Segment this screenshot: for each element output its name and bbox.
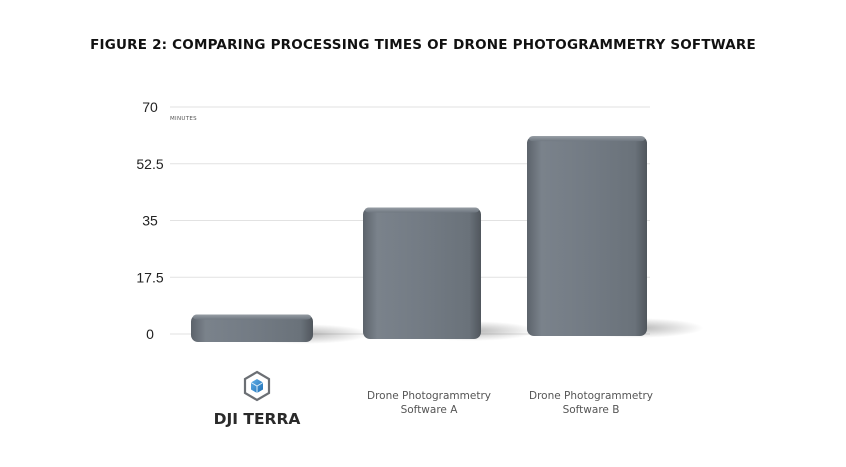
- bar-body: [191, 314, 313, 342]
- bars: [191, 136, 704, 344]
- x-category-label: DJI TERRA: [214, 410, 301, 428]
- x-category-label: Drone Photogrammetry: [367, 390, 491, 402]
- chart-title: FIGURE 2: COMPARING PROCESSING TIMES OF …: [90, 37, 756, 53]
- y-axis: 0 17.5 35 52.5 70: [136, 99, 163, 342]
- x-axis: DJI TERRA Drone Photogrammetry Software A D…: [214, 370, 653, 428]
- x-category-label: Software A: [401, 404, 459, 416]
- bar: [527, 136, 704, 338]
- y-axis-unit-label: MINUTES: [170, 116, 197, 122]
- bar-top-highlight: [529, 136, 645, 142]
- bar: [363, 207, 537, 341]
- y-tick-label: 35: [142, 213, 158, 229]
- y-tick-label: 70: [142, 99, 158, 115]
- y-tick-label: 52.5: [136, 156, 163, 172]
- bar-body: [527, 136, 647, 336]
- bar-top-highlight: [193, 314, 311, 320]
- bar-top-highlight: [365, 207, 479, 213]
- bar: [191, 314, 371, 344]
- y-tick-label: 0: [146, 326, 154, 342]
- y-tick-label: 17.5: [136, 269, 163, 285]
- dji-terra-logo-icon: [243, 370, 271, 402]
- x-category-label: Software B: [563, 404, 620, 416]
- bar-body: [363, 207, 481, 339]
- x-category-label: Drone Photogrammetry: [529, 390, 653, 402]
